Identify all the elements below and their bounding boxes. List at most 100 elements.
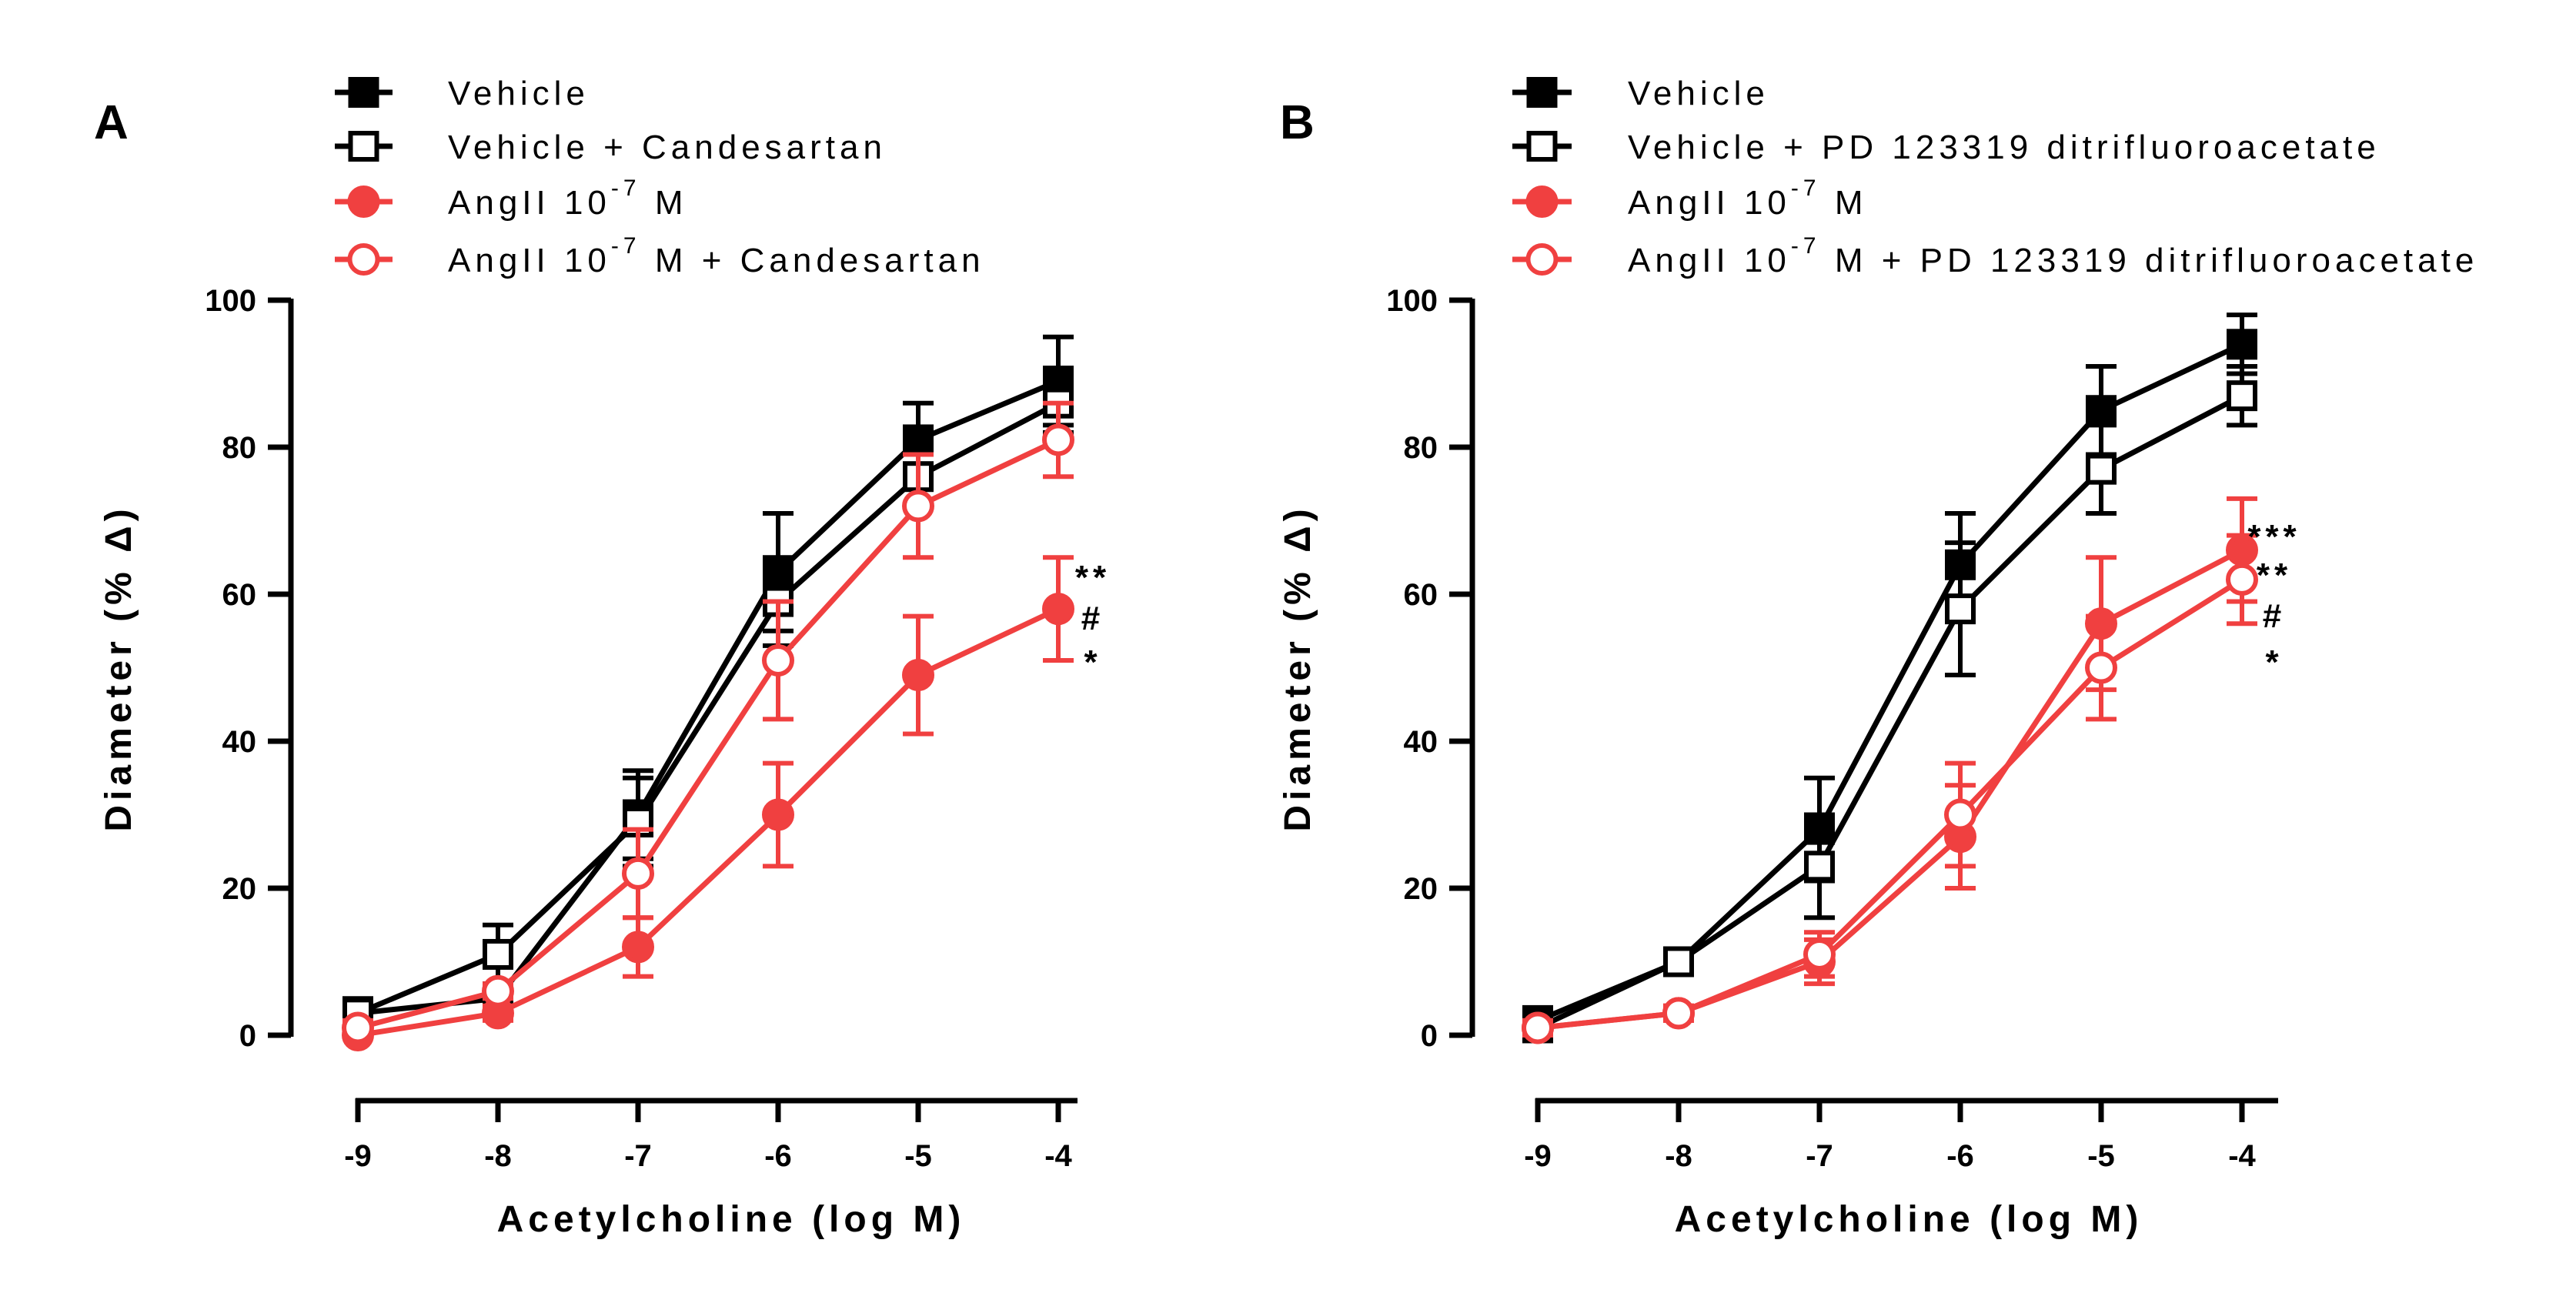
significance-marker: *	[1084, 643, 1101, 681]
legend-label-rest: M	[641, 184, 688, 222]
y-tick-label: 20	[1404, 872, 1438, 906]
legend-label: Vehicle + Candesartan	[448, 129, 887, 166]
data-point	[1662, 997, 1695, 1030]
data-point	[2086, 395, 2117, 426]
significance-marker: #	[1081, 600, 1104, 637]
legend-label: AngII 10-7 M + Candesartan	[448, 233, 985, 279]
y-axis-title: Diameter (% Δ)	[1278, 504, 1318, 831]
y-tick-label: 100	[205, 284, 256, 318]
legend-label: Vehicle	[1628, 75, 1769, 112]
data-point	[1042, 593, 1074, 626]
y-tick-label: 100	[1386, 284, 1438, 318]
x-axis-title: Acetylcholine (log M)	[497, 1199, 966, 1240]
data-point	[1522, 1011, 1554, 1044]
x-tick-label: -5	[904, 1139, 932, 1173]
series-4	[342, 400, 1074, 1044]
data-point	[2085, 651, 2117, 684]
legend-label-main: Vehicle + Candesartan	[448, 129, 887, 166]
series-1	[342, 334, 1074, 1031]
data-point	[1663, 946, 1694, 977]
x-tick-label: -4	[1044, 1139, 1072, 1173]
legend-marker	[347, 185, 380, 218]
legend-label: AngII 10-7 M	[1628, 175, 1867, 222]
data-point	[1042, 423, 1074, 456]
data-point	[483, 938, 513, 970]
series-line	[357, 378, 1060, 1016]
series-3	[1522, 496, 2258, 1044]
series-line	[1536, 342, 2244, 1024]
series-1	[1522, 312, 2257, 1036]
data-point	[2227, 329, 2257, 360]
legend-label-rest: M	[1821, 184, 1868, 222]
x-tick-label: -8	[1665, 1139, 1692, 1173]
data-point	[1945, 593, 1976, 625]
series-line	[1537, 547, 2244, 1031]
significance-marker: ***	[2247, 518, 2300, 556]
legend-label-main: Vehicle	[1628, 75, 1769, 112]
legend-entry: AngII 10-7 M	[335, 175, 687, 222]
x-tick-label: -7	[1806, 1139, 1833, 1173]
panel-label: A	[94, 96, 129, 149]
legend-label: AngII 10-7 M + PD 123319 ditrifluoroacet…	[1628, 233, 2478, 279]
legend-marker	[348, 131, 379, 162]
data-point	[2086, 453, 2117, 485]
legend-label-main: AngII 10	[1628, 242, 1791, 279]
y-tick-label: 80	[1404, 431, 1438, 465]
legend-entry: Vehicle	[1512, 75, 1769, 112]
data-point	[1803, 937, 1836, 971]
data-point	[2227, 380, 2257, 412]
legend-label-main: AngII 10	[1628, 184, 1791, 222]
y-tick-label: 60	[222, 578, 257, 612]
x-tick-label: -5	[2087, 1139, 2115, 1173]
y-tick-label: 0	[1421, 1019, 1438, 1053]
legend-label-main: AngII 10	[448, 184, 611, 222]
data-point	[902, 490, 934, 523]
panel-label: B	[1280, 96, 1315, 149]
data-point	[762, 643, 794, 677]
x-tick-label: -6	[1946, 1139, 1974, 1173]
legend-label-rest: M + PD 123319 ditrifluoroacetate	[1821, 242, 2479, 279]
panel-a: A 0 20 40 60 80 100 -9 -8 -7 -6 -5 -4 Acetylcholine (…	[94, 75, 1106, 1240]
data-point	[342, 1011, 374, 1044]
x-tick-label: -6	[764, 1139, 792, 1173]
y-tick-label: 0	[239, 1019, 256, 1053]
legend-marker	[347, 243, 380, 276]
series-2	[1522, 363, 2257, 1044]
x-tick-label: -8	[484, 1139, 512, 1173]
legend-marker	[348, 77, 379, 108]
y-tick-label: 80	[222, 431, 257, 465]
legend-marker	[1525, 243, 1559, 276]
legend-entry: Vehicle + PD 123319 ditrifluoroacetate	[1512, 129, 2381, 166]
y-tick-label: 40	[222, 725, 257, 759]
legend-label: Vehicle + PD 123319 ditrifluoroacetate	[1628, 129, 2381, 166]
legend-label-rest: M + Candesartan	[641, 242, 985, 279]
panel-b: B 0 20 40 60 80 100 -9 -8 -7 -6 -5 -4 Acetylcholine (…	[1278, 75, 2478, 1240]
y-tick-label: 60	[1404, 578, 1438, 612]
data-point	[762, 798, 794, 831]
series-4	[1522, 533, 2258, 1044]
legend-entry: Vehicle	[335, 75, 590, 112]
legend-label-sup: -7	[611, 233, 641, 259]
legend-label-main: AngII 10	[448, 242, 611, 279]
legend-label: Vehicle	[448, 75, 590, 112]
series-2	[342, 371, 1074, 1029]
legend-entry: AngII 10-7 M	[1512, 175, 1867, 222]
data-point	[622, 857, 654, 890]
significance-marker: #	[2263, 597, 2286, 635]
series-line	[357, 606, 1060, 1038]
legend-entry: AngII 10-7 M + Candesartan	[335, 233, 985, 279]
y-tick-label: 40	[1404, 725, 1438, 759]
x-tick-label: -7	[624, 1139, 652, 1173]
legend-label: AngII 10-7 M	[448, 175, 687, 222]
series-line	[1537, 576, 2244, 1031]
legend-label-main: Vehicle	[448, 75, 590, 112]
significance-marker: **	[2257, 556, 2292, 594]
series-line	[1536, 393, 2244, 1031]
data-point	[482, 974, 514, 1008]
data-point	[1944, 798, 1976, 831]
x-tick-label: -9	[344, 1139, 372, 1173]
legend-marker	[1525, 185, 1559, 218]
series-line	[357, 437, 1060, 1031]
data-point	[622, 931, 654, 964]
